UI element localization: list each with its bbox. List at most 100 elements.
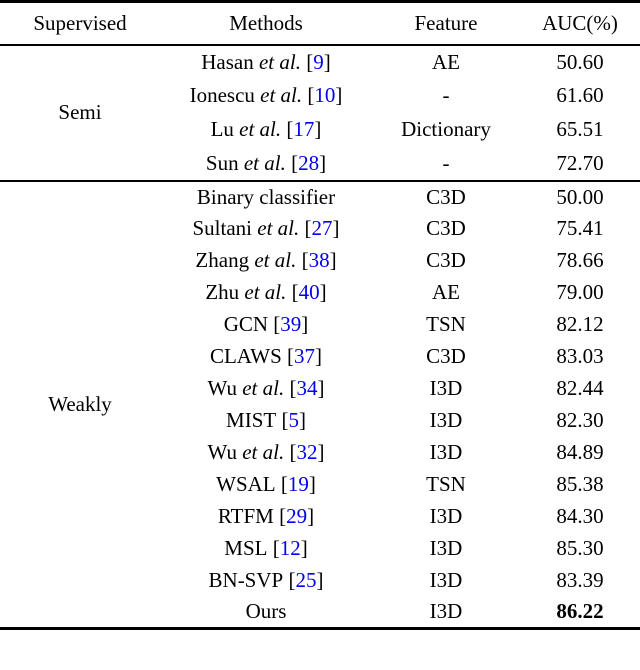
table-row: Ionescu et al. [10] - 61.60 — [0, 79, 640, 113]
feature-cell: I3D — [429, 408, 463, 432]
et-al-text: et al. — [252, 216, 300, 240]
table-row: Zhang et al. [38] C3D 78.66 — [0, 245, 640, 277]
et-al-text: et al. — [253, 49, 301, 74]
citation-link[interactable]: [29] — [273, 504, 315, 528]
citation-link[interactable]: [19] — [275, 472, 316, 496]
method-cell: Zhu et al. [40] — [160, 277, 372, 309]
table-row: CLAWS [37] C3D 83.03 — [0, 341, 640, 373]
feature-cell: - — [442, 83, 450, 107]
citation-number[interactable]: 9 — [313, 49, 324, 74]
auc-cell: 84.89 — [556, 440, 604, 464]
feature-cell: AE — [432, 280, 460, 304]
citation-link[interactable]: [10] — [302, 83, 343, 107]
citation-link[interactable]: [40] — [286, 280, 327, 304]
feature-cell: TSN — [426, 472, 466, 496]
results-table: Supervised Methods Feature AUC(%) Semi Ha… — [0, 0, 640, 629]
method-name: Lu — [210, 117, 234, 141]
et-al-text: et al. — [233, 117, 282, 141]
auc-cell: 65.51 — [556, 117, 604, 141]
citation-link[interactable]: [37] — [281, 344, 323, 368]
feature-cell: AE — [432, 49, 460, 74]
feature-cell: C3D — [426, 248, 466, 272]
citation-link[interactable]: [9] — [300, 49, 331, 74]
auc-cell: 75.41 — [556, 216, 604, 240]
feature-cell: I3D — [429, 440, 463, 464]
feature-cell: C3D — [426, 216, 466, 240]
method-name: Sun — [205, 150, 239, 175]
citation-number[interactable]: 39 — [280, 312, 302, 336]
feature-cell: I3D — [429, 599, 463, 624]
method-name: Hasan — [201, 49, 254, 74]
citation-number[interactable]: 25 — [295, 568, 317, 592]
citation-link[interactable]: [32] — [284, 440, 325, 464]
table-row: Wu et al. [34] I3D 82.44 — [0, 373, 640, 405]
method-name: Sultani — [192, 216, 252, 240]
method-cell: Ionescu et al. [10] — [160, 79, 372, 113]
auc-cell: 50.00 — [556, 184, 604, 209]
auc-cell: 50.60 — [556, 49, 604, 74]
citation-number[interactable]: 40 — [298, 280, 320, 304]
citation-link[interactable]: [25] — [283, 568, 324, 592]
header-row: Supervised Methods Feature AUC(%) — [0, 2, 640, 45]
table-row: Semi Hasan et al. [9] AE 50.60 — [0, 45, 640, 125]
citation-number[interactable]: 34 — [296, 376, 318, 400]
method-name: Ours — [245, 599, 287, 624]
col-header-methods: Methods — [229, 10, 303, 35]
auc-cell: 61.60 — [556, 83, 604, 107]
feature-cell: TSN — [426, 312, 466, 336]
citation-link[interactable]: [17] — [281, 117, 322, 141]
method-cell: Ours — [160, 597, 372, 629]
method-name: Zhang — [195, 248, 250, 272]
auc-cell: 82.30 — [556, 408, 604, 432]
citation-number[interactable]: 28 — [298, 150, 320, 175]
citation-number[interactable]: 12 — [279, 536, 301, 560]
et-al-text: et al. — [238, 150, 286, 175]
table-row: RTFM [29] I3D 84.30 — [0, 501, 640, 533]
citation-link[interactable]: [28] — [285, 150, 327, 175]
method-cell: MIST [5] — [160, 405, 372, 437]
table-row: MIST [5] I3D 82.30 — [0, 405, 640, 437]
citation-number[interactable]: 17 — [293, 117, 315, 141]
citation-number[interactable]: 27 — [311, 216, 333, 240]
auc-cell: 86.22 — [556, 599, 604, 624]
method-cell: Sultani et al. [27] — [160, 213, 372, 245]
method-cell: Zhang et al. [38] — [160, 245, 372, 277]
feature-cell: I3D — [429, 568, 463, 592]
table-row: Sultani et al. [27] C3D 75.41 — [0, 213, 640, 245]
feature-cell: - — [442, 150, 450, 175]
table-row: Sun et al. [28] - 72.70 — [0, 147, 640, 181]
citation-number[interactable]: 5 — [288, 408, 299, 432]
citation-number[interactable]: 38 — [308, 248, 330, 272]
method-cell: BN-SVP [25] — [160, 565, 372, 597]
citation-link[interactable]: [34] — [284, 376, 325, 400]
citation-number[interactable]: 10 — [314, 83, 336, 107]
feature-cell: I3D — [429, 536, 463, 560]
table-row: WSAL [19] TSN 85.38 — [0, 469, 640, 501]
feature-cell: I3D — [429, 376, 463, 400]
method-cell: RTFM [29] — [160, 501, 372, 533]
auc-cell: 82.44 — [556, 376, 604, 400]
feature-cell: I3D — [429, 504, 463, 528]
method-name: Ionescu — [189, 83, 255, 107]
method-name: Zhu — [205, 280, 240, 304]
auc-cell: 72.70 — [556, 150, 604, 175]
citation-number[interactable]: 32 — [296, 440, 318, 464]
citation-link[interactable]: [38] — [296, 248, 337, 272]
citation-link[interactable]: [5] — [276, 408, 306, 432]
method-name: RTFM — [217, 504, 274, 528]
citation-number[interactable]: 19 — [287, 472, 309, 496]
et-al-text: et al. — [249, 248, 297, 272]
weakly-group-body: Weakly Binary classifier C3D 50.00 Sultani e… — [0, 181, 640, 629]
method-cell: GCN [39] — [160, 309, 372, 341]
group-label-weakly: Weakly — [48, 391, 112, 416]
auc-cell: 83.03 — [556, 344, 604, 368]
citation-number[interactable]: 37 — [294, 344, 316, 368]
et-al-text: et al. — [254, 83, 303, 107]
group-label-semi: Semi — [58, 100, 102, 124]
citation-link[interactable]: [27] — [299, 216, 340, 240]
citation-link[interactable]: [39] — [268, 312, 309, 336]
citation-link[interactable]: [12] — [267, 536, 308, 560]
auc-cell: 85.38 — [556, 472, 604, 496]
citation-number[interactable]: 29 — [286, 504, 308, 528]
table-row: BN-SVP [25] I3D 83.39 — [0, 565, 640, 597]
